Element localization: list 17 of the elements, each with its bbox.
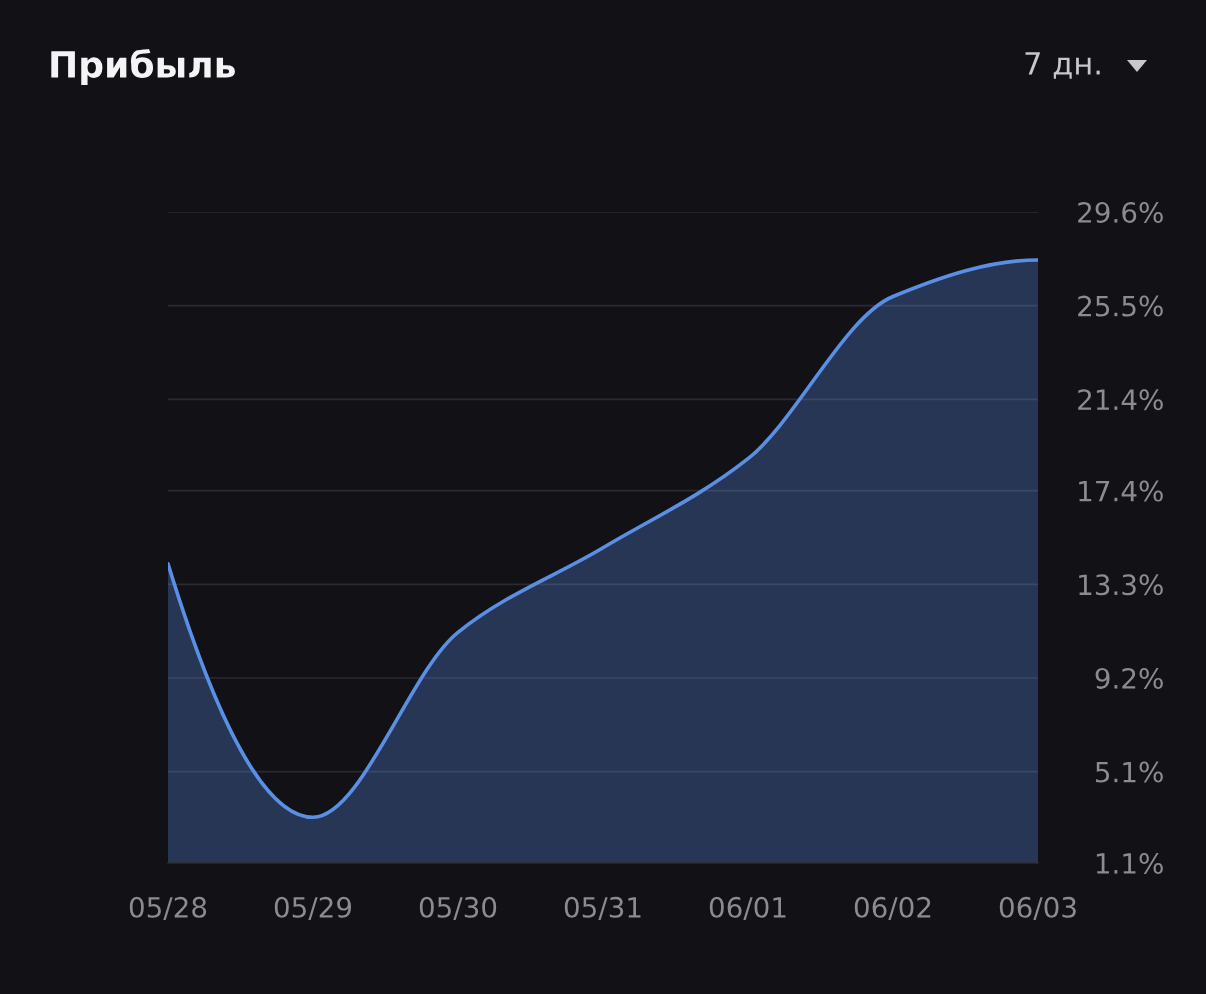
x-tick-label: 06/02	[854, 896, 931, 921]
y-tick-label: 5.1%	[1095, 761, 1163, 783]
x-tick-label: 06/03	[999, 896, 1076, 921]
y-tick-label: 17.4%	[1079, 480, 1163, 502]
x-tick-label: 05/30	[419, 896, 497, 921]
y-tick-label: 25.5%	[1078, 295, 1163, 317]
y-tick-label: 29.6%	[1078, 201, 1163, 223]
y-tick-label: 1.1%	[1096, 852, 1163, 874]
y-tick-label: 9.2%	[1095, 667, 1163, 689]
x-tick-label: 05/28	[129, 896, 207, 921]
x-tick-label: 05/29	[274, 896, 352, 921]
y-tick-label: 21.4%	[1078, 389, 1163, 411]
x-tick-label: 05/31	[564, 896, 641, 921]
x-tick-label: 06/01	[709, 896, 786, 921]
text: 7 дн.	[1025, 52, 1100, 79]
y-tick-label: 13.3%	[1079, 574, 1163, 596]
chart-title: Прибыль	[51, 48, 235, 86]
